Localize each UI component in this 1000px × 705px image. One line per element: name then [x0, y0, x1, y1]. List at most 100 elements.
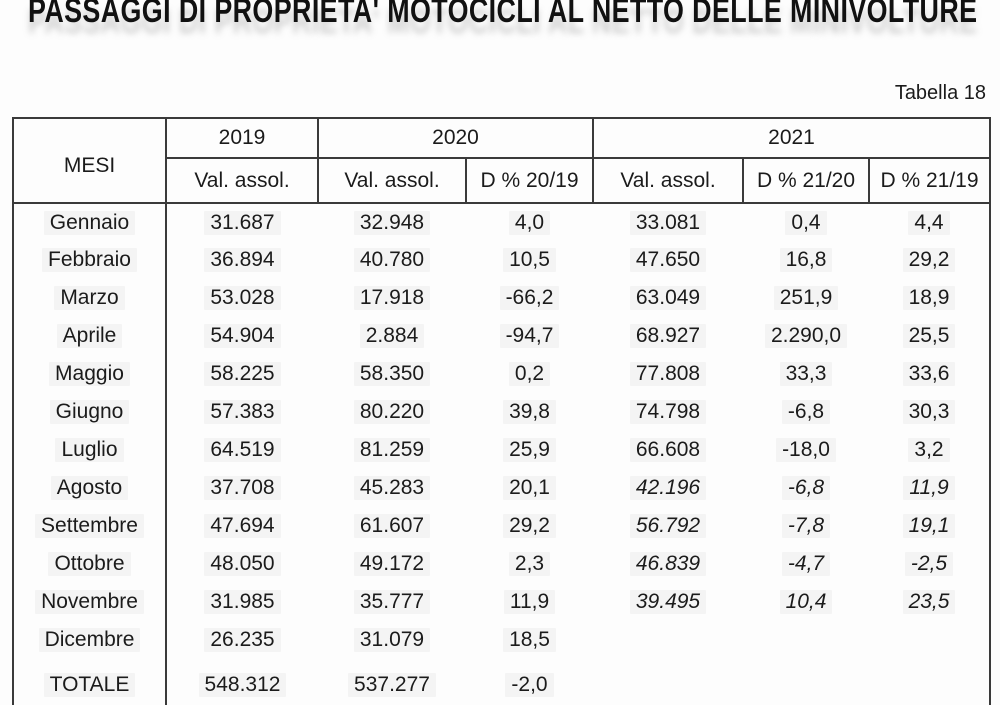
table-row-totale: TOTALE 548.312 537.277 -2,0 [12, 659, 992, 705]
cell-2021-val [593, 659, 743, 705]
cell-d-2019: 25,9 [466, 431, 593, 469]
cell-d-2120: -4,7 [743, 545, 869, 583]
cell-2021-val: 46.839 [593, 545, 743, 583]
cell-d-2120: 16,8 [743, 241, 869, 279]
header-year-2020: 2020 [317, 117, 594, 159]
cell-2021-val: 47.650 [593, 241, 743, 279]
cell-d-2019: 20,1 [466, 469, 593, 507]
cell-d-2119: 18,9 [869, 279, 992, 317]
header-d-2119: D % 21/19 [867, 157, 992, 204]
cell-2020-val: 80.220 [318, 393, 466, 431]
page-title: PASSAGGI DI PROPRIETA' MOTOCICLI AL NETT… [28, 0, 978, 30]
cell-d-2120: 2.290,0 [743, 317, 869, 355]
cell-month: Novembre [12, 583, 167, 621]
header-year-2021: 2021 [591, 117, 992, 159]
cell-d-2119: 3,2 [869, 431, 992, 469]
table-row-settembre: Settembre 47.694 61.607 29,2 56.792 -7,8… [12, 507, 992, 545]
table-row-maggio: Maggio 58.225 58.350 0,2 77.808 33,3 33,… [12, 355, 992, 393]
cell-2019-val: 57.383 [166, 393, 318, 431]
cell-2020-val: 31.079 [318, 621, 466, 659]
cell-d-2120: 0,4 [743, 203, 869, 241]
cell-2019-val: 548.312 [166, 659, 318, 705]
cell-2020-val: 2.884 [318, 317, 466, 355]
cell-d-2120: -7,8 [743, 507, 869, 545]
cell-2020-val: 81.259 [318, 431, 466, 469]
cell-d-2120 [743, 621, 869, 659]
cell-2019-val: 36.894 [166, 241, 318, 279]
cell-2019-val: 58.225 [166, 355, 318, 393]
cell-2019-val: 31.687 [166, 203, 318, 241]
cell-2020-val: 49.172 [318, 545, 466, 583]
table-row-gennaio: Gennaio 31.687 32.948 4,0 33.081 0,4 4,4 [12, 203, 992, 241]
table-row-giugno: Giugno 57.383 80.220 39,8 74.798 -6,8 30… [12, 393, 992, 431]
cell-d-2019: 18,5 [466, 621, 593, 659]
cell-d-2119: 30,3 [869, 393, 992, 431]
cell-d-2120 [743, 659, 869, 705]
header-d-2019: D % 20/19 [465, 157, 594, 204]
cell-d-2019: -2,0 [466, 659, 593, 705]
cell-d-2119: 25,5 [869, 317, 992, 355]
cell-d-2119: 23,5 [869, 583, 992, 621]
cell-month: Giugno [12, 393, 167, 431]
cell-2021-val: 77.808 [593, 355, 743, 393]
cell-2019-val: 54.904 [166, 317, 318, 355]
table-row-ottobre: Ottobre 48.050 49.172 2,3 46.839 -4,7 -2… [12, 545, 992, 583]
cell-d-2019: 0,2 [466, 355, 593, 393]
cell-d-2120: -6,8 [743, 469, 869, 507]
cell-d-2120: 33,3 [743, 355, 869, 393]
cell-2019-val: 48.050 [166, 545, 318, 583]
table-row-aprile: Aprile 54.904 2.884 -94,7 68.927 2.290,0… [12, 317, 992, 355]
cell-month: TOTALE [12, 659, 167, 705]
cell-d-2019: 2,3 [466, 545, 593, 583]
cell-d-2119 [869, 621, 992, 659]
cell-d-2119: 33,6 [869, 355, 992, 393]
cell-d-2119 [869, 659, 992, 705]
cell-d-2120: -6,8 [743, 393, 869, 431]
cell-d-2120: 10,4 [743, 583, 869, 621]
table-row-febbraio: Febbraio 36.894 40.780 10,5 47.650 16,8 … [12, 241, 992, 279]
cell-d-2119: 19,1 [869, 507, 992, 545]
cell-month: Dicembre [12, 621, 167, 659]
cell-2021-val: 68.927 [593, 317, 743, 355]
cell-d-2019: -94,7 [466, 317, 593, 355]
cell-month: Marzo [12, 279, 167, 317]
cell-2019-val: 26.235 [166, 621, 318, 659]
passaggi-table: MESI 2019 2020 2021 Val. assol. Val. ass… [12, 117, 992, 705]
cell-month: Luglio [12, 431, 167, 469]
header-val-2020: Val. assol. [317, 157, 467, 204]
cell-2021-val: 63.049 [593, 279, 743, 317]
cell-d-2120: 251,9 [743, 279, 869, 317]
cell-d-2119: -2,5 [869, 545, 992, 583]
cell-d-2019: 39,8 [466, 393, 593, 431]
cell-month: Settembre [12, 507, 167, 545]
cell-2021-val: 42.196 [593, 469, 743, 507]
header-val-2021: Val. assol. [592, 157, 744, 204]
header-val-2019: Val. assol. [165, 157, 319, 204]
table-row-luglio: Luglio 64.519 81.259 25,9 66.608 -18,0 3… [12, 431, 992, 469]
cell-2021-val: 39.495 [593, 583, 743, 621]
cell-2020-val: 45.283 [318, 469, 466, 507]
cell-d-2119: 4,4 [869, 203, 992, 241]
cell-month: Gennaio [12, 203, 167, 241]
cell-d-2019: 4,0 [466, 203, 593, 241]
table-header: MESI 2019 2020 2021 Val. assol. Val. ass… [12, 117, 992, 204]
cell-2020-val: 537.277 [318, 659, 466, 705]
header-row-years: MESI 2019 2020 2021 [12, 117, 992, 204]
cell-2019-val: 31.985 [166, 583, 318, 621]
cell-2021-val: 74.798 [593, 393, 743, 431]
cell-2021-val: 56.792 [593, 507, 743, 545]
cell-d-2120: -18,0 [743, 431, 869, 469]
cell-month: Ottobre [12, 545, 167, 583]
cell-month: Agosto [12, 469, 167, 507]
cell-2020-val: 32.948 [318, 203, 466, 241]
table-body: Gennaio 31.687 32.948 4,0 33.081 0,4 4,4… [12, 203, 992, 705]
cell-month: Maggio [12, 355, 167, 393]
cell-month: Aprile [12, 317, 167, 355]
cell-month: Febbraio [12, 241, 167, 279]
header-year-2019: 2019 [165, 117, 319, 159]
cell-d-2119: 11,9 [869, 469, 992, 507]
cell-2020-val: 17.918 [318, 279, 466, 317]
table-row-agosto: Agosto 37.708 45.283 20,1 42.196 -6,8 11… [12, 469, 992, 507]
table-row-novembre: Novembre 31.985 35.777 11,9 39.495 10,4 … [12, 583, 992, 621]
